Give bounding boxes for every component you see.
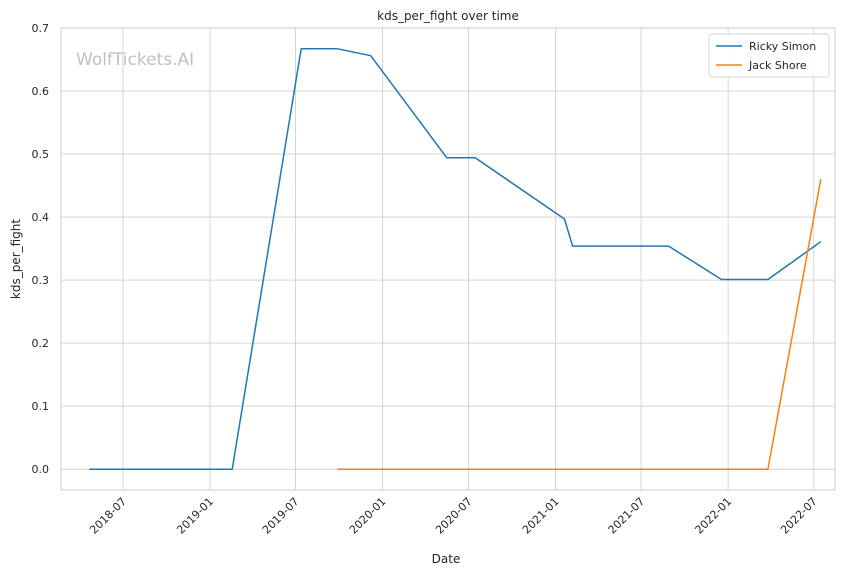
y-tick-label: 0.4 xyxy=(32,211,50,224)
watermark-text: WolfTickets.AI xyxy=(76,50,194,70)
y-tick-label: 0.7 xyxy=(32,22,50,35)
x-tick-label: 2019-07 xyxy=(260,495,302,537)
x-tick-label: 2020-01 xyxy=(347,495,389,537)
series-line-ricky-simon xyxy=(89,48,822,470)
series-lines xyxy=(89,48,822,470)
legend-box xyxy=(708,33,830,78)
y-tick-label: 0.0 xyxy=(32,463,50,476)
y-tick-label: 0.6 xyxy=(32,85,50,98)
y-axis-label: kds_per_fight xyxy=(9,219,23,300)
legend: Ricky Simon Jack Shore xyxy=(708,33,830,78)
y-tick-label: 0.2 xyxy=(32,337,50,350)
y-tick-label: 0.3 xyxy=(32,274,50,287)
x-tick-label: 2021-07 xyxy=(606,495,648,537)
series-line-jack-shore xyxy=(337,179,822,470)
x-tick-label: 2020-07 xyxy=(433,495,475,537)
x-tick-label: 2021-01 xyxy=(520,495,562,537)
x-tick-label: 2019-01 xyxy=(174,495,216,537)
y-tick-labels: 0.0 0.1 0.2 0.3 0.4 0.5 0.6 0.7 xyxy=(32,22,50,476)
y-tick-label: 0.5 xyxy=(32,148,50,161)
plot-frame xyxy=(60,27,836,491)
chart-title: kds_per_fight over time xyxy=(377,9,519,23)
legend-label-jack-shore: Jack Shore xyxy=(748,59,807,72)
x-tick-label: 2018-07 xyxy=(87,495,129,537)
y-tick-label: 0.1 xyxy=(32,400,50,413)
x-tick-label: 2022-07 xyxy=(778,495,820,537)
x-gridlines xyxy=(122,28,815,490)
legend-label-ricky-simon: Ricky Simon xyxy=(749,40,816,53)
y-gridlines xyxy=(61,27,835,470)
x-tick-labels: 2018-07 2019-01 2019-07 2020-01 2020-07 2021-… xyxy=(87,495,819,537)
x-axis-label: Date xyxy=(432,552,461,566)
x-tick-label: 2022-01 xyxy=(693,495,735,537)
